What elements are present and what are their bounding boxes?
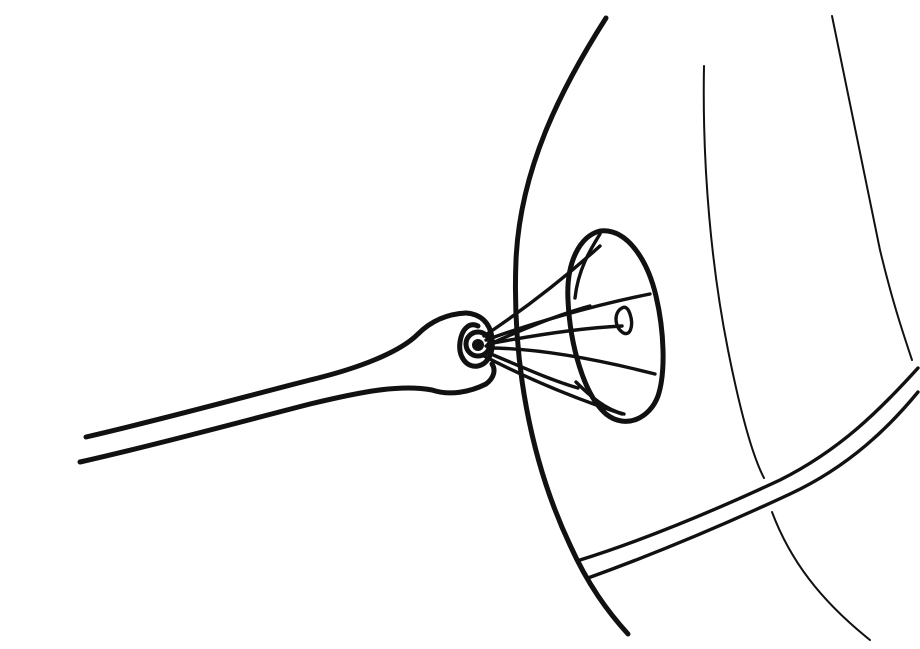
tool-knot-center — [472, 339, 484, 351]
strand-4 — [486, 346, 657, 376]
sphere-meridian-right — [831, 15, 913, 361]
strand-1 — [482, 244, 602, 338]
strand-7 — [484, 304, 592, 348]
strand-6 — [482, 354, 624, 416]
sphere-meridian-left — [702, 65, 765, 479]
tool-head — [457, 310, 495, 369]
sphere-meridian-lower — [771, 511, 871, 641]
strand-5 — [484, 350, 580, 390]
tool-rod-upper — [83, 310, 469, 440]
strand-3 — [486, 324, 624, 346]
opening-outline — [565, 228, 666, 424]
small-loop-mark — [614, 305, 634, 336]
tool-rod-lower — [77, 361, 497, 465]
sphere-equator-upper — [578, 366, 920, 562]
sphere-equator-lower — [586, 390, 920, 580]
